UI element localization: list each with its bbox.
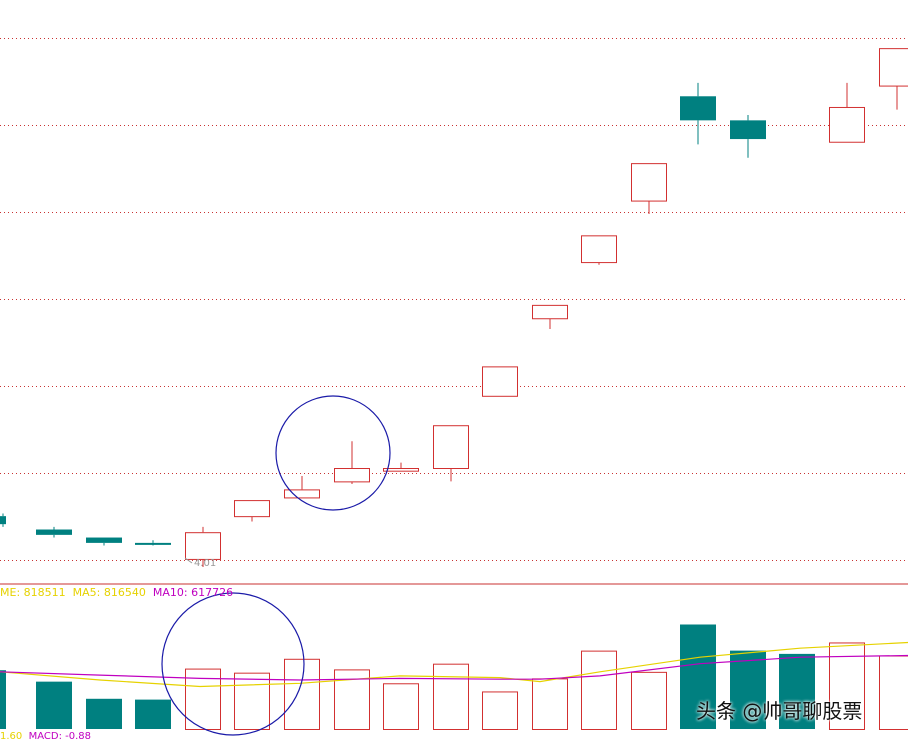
volume-bar	[533, 679, 568, 730]
price-candle	[680, 83, 716, 145]
price-candle	[533, 305, 568, 329]
volume-bar	[483, 692, 518, 730]
candle-body	[384, 469, 419, 472]
watermark: 头条 @帅哥聊股票	[696, 695, 862, 724]
price-candle	[582, 235, 617, 264]
price-candle	[434, 425, 469, 481]
volume-bar	[632, 672, 667, 729]
candle-body	[880, 49, 908, 86]
volume-bar	[384, 684, 419, 730]
highlight-circle-volume	[162, 593, 304, 735]
candle-body	[36, 530, 72, 535]
price-gridlines	[0, 39, 908, 561]
candle-body	[235, 501, 270, 517]
volume-legend-value: ME: 818511	[0, 586, 66, 599]
macd-legend-left: 1.60	[0, 731, 22, 742]
candle-body	[582, 236, 617, 263]
price-candle	[830, 83, 865, 142]
price-candle	[36, 527, 72, 538]
candle-body	[285, 490, 320, 498]
volume-bar	[86, 699, 122, 729]
candle-body	[135, 543, 171, 545]
macd-legend: 1.60 MACD: -0.88	[0, 731, 91, 742]
volume-bar	[285, 659, 320, 729]
macd-legend-value: MACD: -0.88	[29, 731, 91, 742]
highlight-circle-price	[276, 396, 390, 510]
volume-legend-ma10: MA10: 617726	[153, 586, 233, 599]
candle-body	[86, 538, 122, 543]
price-candle	[880, 48, 908, 110]
volume-bar	[135, 700, 171, 729]
price-candle	[235, 500, 270, 521]
price-candle	[135, 540, 171, 545]
candle-body	[483, 367, 518, 396]
candle-body	[335, 469, 370, 482]
price-candle	[86, 538, 122, 546]
volume-bar	[880, 656, 908, 729]
volume-bar	[0, 670, 6, 729]
price-candle	[0, 513, 6, 526]
volume-bar	[235, 673, 270, 729]
volume-bar	[582, 651, 617, 729]
candle-body	[632, 164, 667, 201]
volume-bar	[36, 682, 72, 729]
price-candle	[483, 366, 518, 396]
volume-legend-ma5: MA5: 816540	[73, 586, 146, 599]
price-candle	[335, 441, 370, 484]
candle-body	[830, 107, 865, 142]
candle-body	[730, 120, 766, 139]
candle-body	[186, 533, 221, 560]
candle-body	[434, 426, 469, 469]
candle-body	[533, 305, 568, 318]
candle-body	[0, 516, 6, 524]
price-candle	[285, 476, 320, 498]
price-candle	[632, 163, 667, 214]
volume-bar	[434, 664, 469, 729]
candle-body	[680, 96, 716, 120]
price-candle	[730, 115, 766, 158]
low-price-label: 4.01	[194, 558, 216, 569]
volume-legend: ME: 818511 MA5: 816540 MA10: 617726	[0, 586, 233, 599]
